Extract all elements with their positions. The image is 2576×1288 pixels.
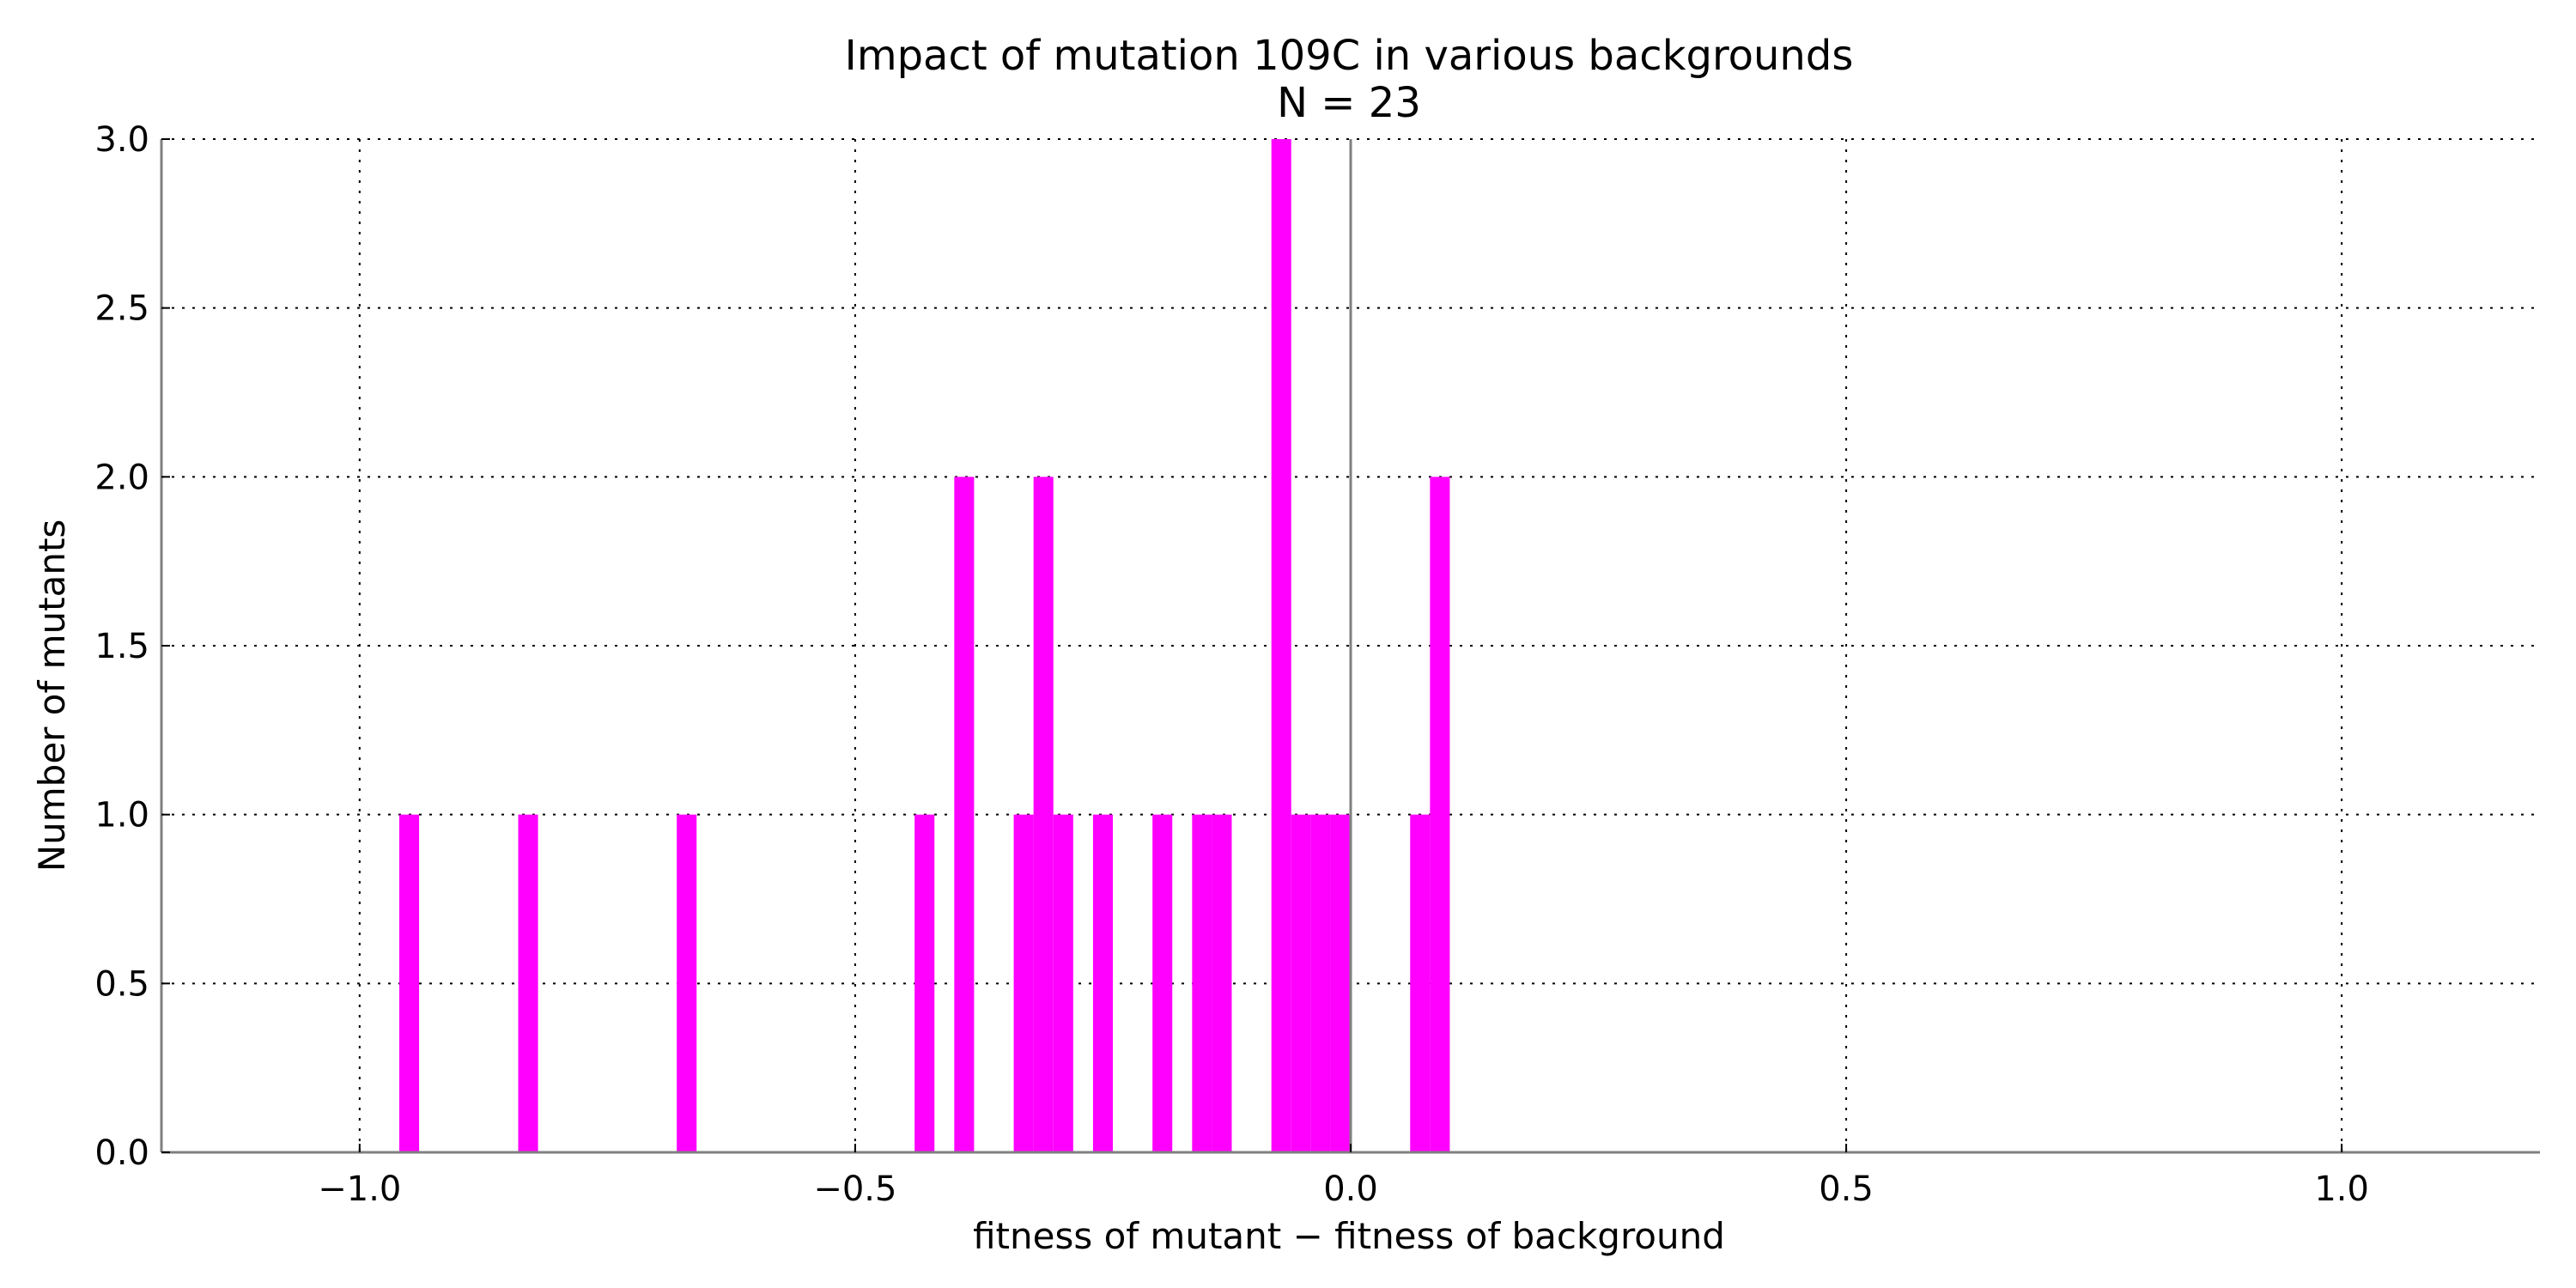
- histogram-bar: [399, 814, 420, 1152]
- y-axis-label: Number of mutants: [31, 519, 73, 872]
- x-tick-label: −0.5: [813, 1170, 896, 1209]
- y-tick-label: 2.0: [94, 458, 149, 497]
- histogram-bar: [1330, 814, 1351, 1152]
- histogram-bar: [914, 814, 935, 1152]
- histogram-bar: [677, 814, 697, 1152]
- chart-subtitle: N = 23: [1277, 79, 1421, 127]
- histogram-bar: [1310, 814, 1331, 1152]
- histogram-bar: [1212, 814, 1232, 1152]
- x-axis-label: fitness of mutant − fitness of backgroun…: [973, 1215, 1725, 1257]
- histogram-bar: [1152, 814, 1173, 1152]
- y-tick-label: 3.0: [94, 120, 149, 160]
- x-tick-label: 0.0: [1323, 1170, 1378, 1209]
- histogram-bar: [1092, 814, 1113, 1152]
- y-tick-label: 2.5: [94, 289, 149, 329]
- histogram-bar: [1053, 814, 1073, 1152]
- histogram-bar: [518, 814, 538, 1152]
- histogram-bar: [1291, 814, 1311, 1152]
- histogram-bar: [1033, 477, 1054, 1152]
- y-tick-label: 1.0: [94, 796, 149, 835]
- x-tick-label: 0.5: [1819, 1170, 1874, 1209]
- tick-labels: −1.0 −0.5 0.0 0.5 1.0 0.0 0.5 1.0 1.5 2.0 2.5 3.0: [94, 120, 2369, 1209]
- y-tick-label: 0.5: [94, 964, 149, 1004]
- x-tick-label: 1.0: [2314, 1170, 2369, 1209]
- histogram-bar: [1410, 814, 1431, 1152]
- histogram-bar: [1192, 814, 1212, 1152]
- histogram-bar: [954, 477, 975, 1152]
- histogram-bar: [1430, 477, 1450, 1152]
- chart-title: Impact of mutation 109C in various backg…: [845, 32, 1854, 80]
- y-tick-label: 1.5: [94, 627, 149, 666]
- histogram-bar: [1271, 139, 1291, 1152]
- y-tick-label: 0.0: [94, 1133, 149, 1173]
- bars-group: [399, 139, 1450, 1152]
- x-tick-label: −1.0: [318, 1170, 401, 1209]
- histogram-bar: [1013, 814, 1034, 1152]
